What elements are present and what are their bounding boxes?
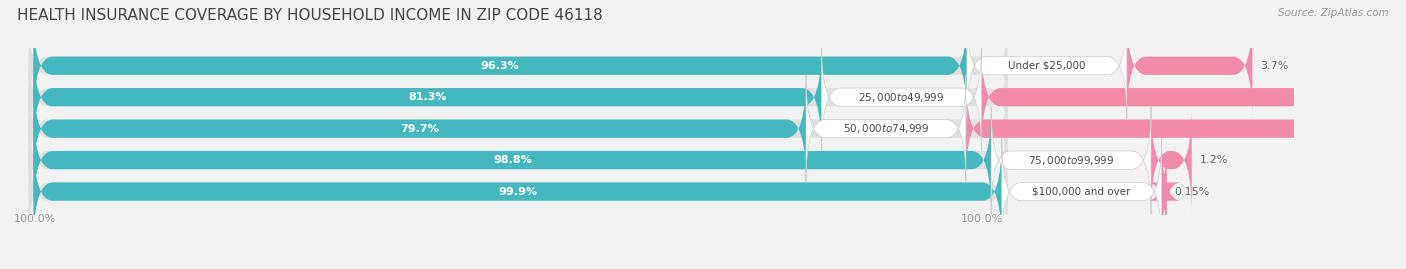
- FancyBboxPatch shape: [34, 75, 806, 182]
- Text: 99.9%: 99.9%: [498, 187, 537, 197]
- Text: 100.0%: 100.0%: [14, 214, 56, 224]
- FancyBboxPatch shape: [1152, 106, 1192, 214]
- FancyBboxPatch shape: [806, 75, 966, 182]
- FancyBboxPatch shape: [34, 138, 1001, 245]
- Text: $25,000 to $49,999: $25,000 to $49,999: [858, 91, 945, 104]
- FancyBboxPatch shape: [28, 106, 1008, 214]
- Text: 79.7%: 79.7%: [401, 124, 439, 134]
- Text: 81.3%: 81.3%: [408, 92, 447, 102]
- FancyBboxPatch shape: [28, 12, 1008, 119]
- Text: 0.15%: 0.15%: [1174, 187, 1209, 197]
- FancyBboxPatch shape: [967, 12, 1126, 119]
- Text: 1.2%: 1.2%: [1199, 155, 1227, 165]
- FancyBboxPatch shape: [981, 43, 1406, 151]
- FancyBboxPatch shape: [1001, 138, 1161, 245]
- Text: 98.8%: 98.8%: [494, 155, 531, 165]
- Text: $75,000 to $99,999: $75,000 to $99,999: [1028, 154, 1114, 167]
- Text: 100.0%: 100.0%: [960, 214, 1002, 224]
- FancyBboxPatch shape: [34, 43, 821, 151]
- FancyBboxPatch shape: [34, 106, 991, 214]
- FancyBboxPatch shape: [28, 75, 1008, 182]
- FancyBboxPatch shape: [821, 43, 981, 151]
- Text: 96.3%: 96.3%: [481, 61, 520, 71]
- Text: Under $25,000: Under $25,000: [1008, 61, 1085, 71]
- Text: HEALTH INSURANCE COVERAGE BY HOUSEHOLD INCOME IN ZIP CODE 46118: HEALTH INSURANCE COVERAGE BY HOUSEHOLD I…: [17, 8, 603, 23]
- FancyBboxPatch shape: [1147, 138, 1181, 245]
- FancyBboxPatch shape: [966, 75, 1406, 182]
- FancyBboxPatch shape: [28, 43, 1008, 151]
- Text: $100,000 and over: $100,000 and over: [1032, 187, 1130, 197]
- Text: 3.7%: 3.7%: [1260, 61, 1288, 71]
- Text: $50,000 to $74,999: $50,000 to $74,999: [842, 122, 929, 135]
- FancyBboxPatch shape: [34, 12, 967, 119]
- FancyBboxPatch shape: [28, 138, 1008, 245]
- Text: Source: ZipAtlas.com: Source: ZipAtlas.com: [1278, 8, 1389, 18]
- FancyBboxPatch shape: [1126, 12, 1253, 119]
- FancyBboxPatch shape: [991, 106, 1152, 214]
